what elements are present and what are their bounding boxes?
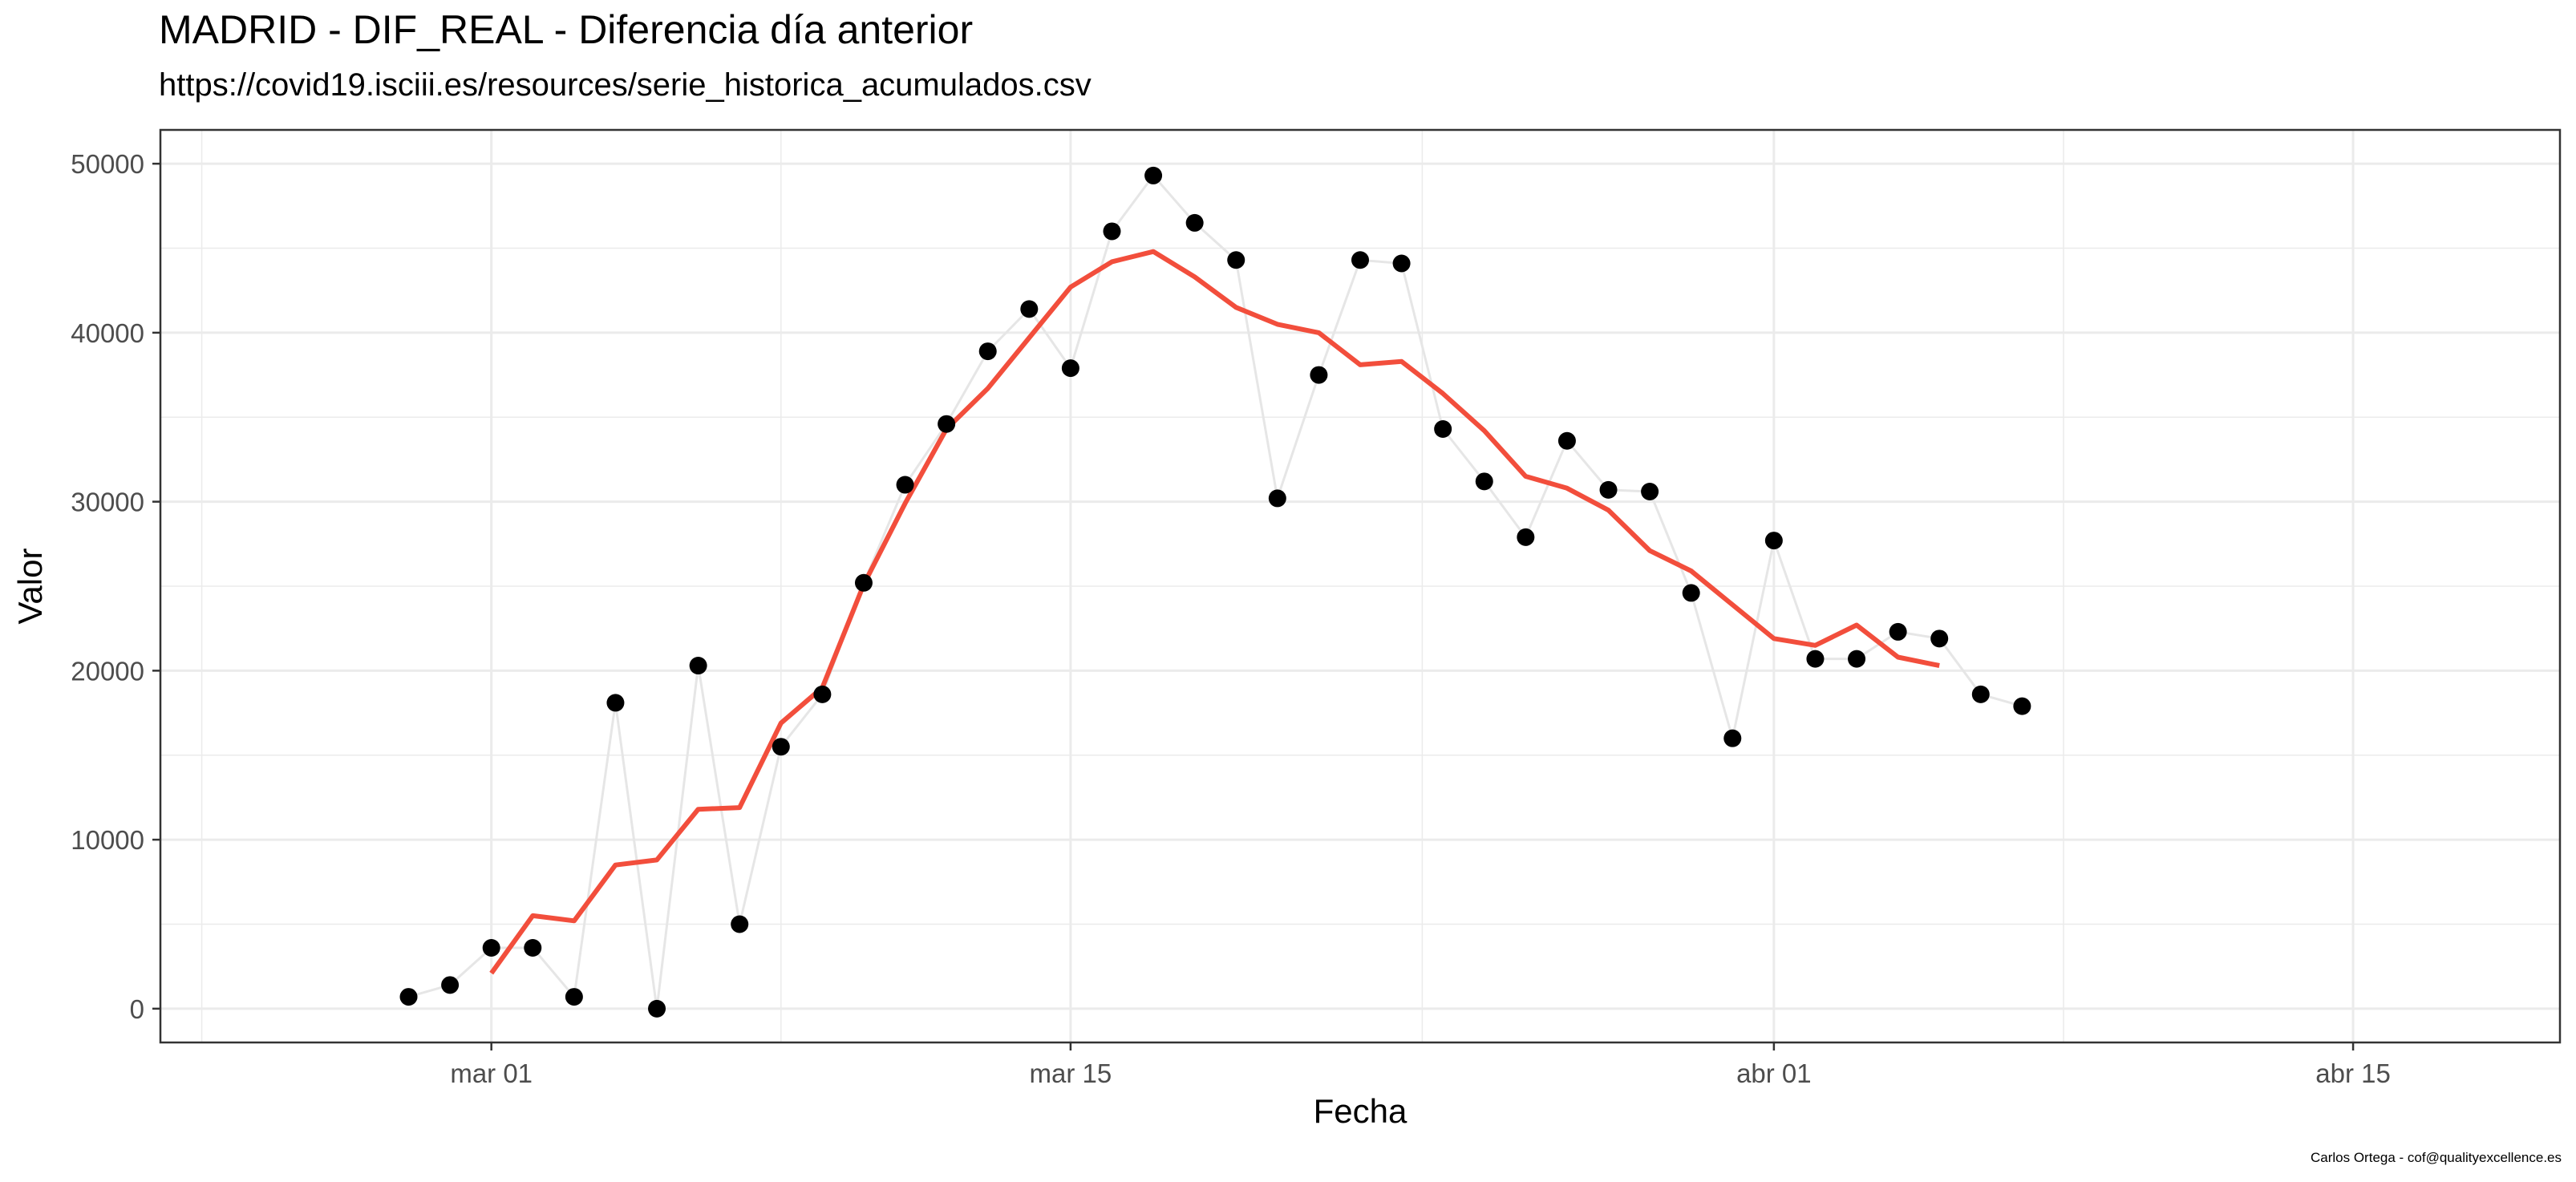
data-point <box>1144 166 1163 184</box>
data-point <box>524 938 542 957</box>
data-point <box>938 415 956 433</box>
y-axis-title: Valor <box>11 548 49 625</box>
y-tick-label: 30000 <box>71 488 144 517</box>
data-point <box>1764 532 1783 550</box>
data-point <box>813 685 832 703</box>
plot-border <box>159 128 2562 1044</box>
data-point <box>1434 420 1452 439</box>
data-point <box>565 988 583 1006</box>
chart-title: MADRID - DIF_REAL - Diferencia día anter… <box>159 7 974 52</box>
data-point <box>1599 480 1618 499</box>
data-point <box>1103 222 1121 241</box>
data-point <box>1268 489 1286 508</box>
y-tick-label: 40000 <box>71 318 144 348</box>
y-tick-label: 0 <box>130 994 144 1024</box>
y-tick-label: 50000 <box>71 149 144 179</box>
data-point <box>1723 729 1742 747</box>
data-point <box>1227 251 1245 269</box>
data-point <box>772 738 790 756</box>
data-point <box>854 573 873 592</box>
chart-caption: Carlos Ortega - cof@qualityexcellence.es <box>2310 1150 2562 1165</box>
x-tick-label: abr 15 <box>2315 1059 2391 1088</box>
data-point <box>1930 629 1949 648</box>
data-point <box>2013 697 2031 715</box>
smoothed-trend-line <box>489 249 1940 975</box>
data-point <box>1848 650 1866 668</box>
data-point <box>1517 528 1535 546</box>
x-tick-label: mar 15 <box>1030 1059 1112 1088</box>
data-point <box>896 476 914 494</box>
data-point <box>1557 431 1576 450</box>
data-point <box>648 999 666 1018</box>
data-point <box>399 988 418 1006</box>
data-point <box>1475 472 1493 491</box>
data-point <box>482 938 500 957</box>
x-tick-label: abr 01 <box>1736 1059 1812 1088</box>
data-point <box>1020 300 1039 318</box>
data-point <box>1310 366 1328 384</box>
data-point <box>1061 359 1079 378</box>
data-point <box>1889 622 1907 641</box>
data-point <box>1971 685 1990 703</box>
x-tick-label: mar 01 <box>450 1059 533 1088</box>
data-point <box>1682 584 1700 602</box>
data-point <box>1185 213 1204 232</box>
data-point <box>1641 482 1659 500</box>
data-point <box>441 976 460 994</box>
data-point <box>1351 251 1369 269</box>
data-point <box>731 915 749 933</box>
y-tick-label: 10000 <box>71 825 144 855</box>
data-point <box>606 694 625 712</box>
y-tick-label: 20000 <box>71 656 144 686</box>
data-point <box>689 657 707 675</box>
data-point <box>1392 254 1411 273</box>
data-point <box>1806 650 1825 668</box>
data-point <box>978 342 997 361</box>
chart-subtitle: https://covid19.isciii.es/resources/seri… <box>159 67 1092 103</box>
x-axis-title: Fecha <box>1314 1092 1407 1130</box>
